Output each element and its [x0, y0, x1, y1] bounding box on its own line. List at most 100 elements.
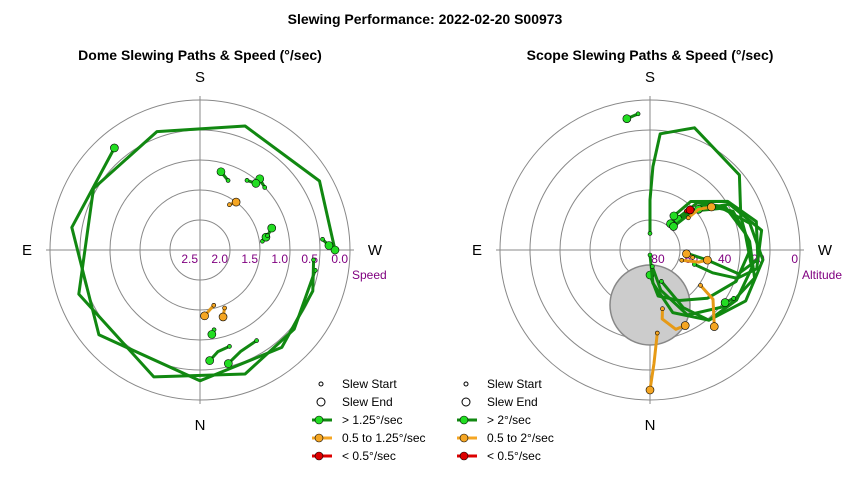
- dome-slew-end: [224, 359, 233, 368]
- scope-legend-start: Slew Start: [487, 377, 542, 391]
- scope-legend-slow-marker: [459, 451, 469, 461]
- dome-cardinal-top: S: [195, 69, 205, 86]
- dome-slew-end: [200, 311, 209, 321]
- scope-slew-start: [731, 296, 737, 301]
- scope-slew-end: [645, 385, 655, 395]
- dome-slew-start: [244, 178, 250, 183]
- scope-paths: [622, 111, 765, 395]
- figure-title: Slewing Performance: 2022-02-20 S00973: [288, 11, 563, 27]
- scope-slew-end: [622, 114, 632, 123]
- scope-legend-start-marker: [463, 381, 469, 387]
- scope-cardinal-top: S: [645, 69, 655, 86]
- scope-cardinal-right: W: [818, 242, 833, 259]
- dome-slew-start: [222, 305, 227, 311]
- dome-chart-title: Dome Slewing Paths & Speed (°/sec): [78, 47, 322, 63]
- scope-slew-start: [659, 279, 664, 284]
- dome-legend-start: Slew Start: [342, 377, 397, 391]
- dome-tick-label: 1.0: [271, 252, 288, 266]
- scope-legend-end-marker: [461, 397, 471, 407]
- scope-legend-mid-marker: [459, 433, 469, 443]
- dome-tick-label: 1.5: [241, 252, 258, 266]
- dome-legend: Slew Start Slew End > 1.25°/sec 0.5 to 1…: [312, 377, 426, 463]
- scope-slew-path: [660, 206, 765, 322]
- scope-slew-end: [709, 322, 719, 331]
- scope-slew-start: [660, 306, 665, 311]
- dome-radial-label: Speed: [352, 268, 387, 282]
- scope-slew-end: [685, 205, 695, 215]
- dome-slew-start: [254, 338, 259, 343]
- dome-slew-start: [211, 303, 217, 308]
- scope-tick-label: 40: [718, 252, 732, 266]
- dome-polar-chart: Dome Slewing Paths & Speed (°/sec) S N E…: [22, 47, 387, 434]
- dome-slew-start: [262, 185, 268, 190]
- dome-slew-end: [216, 167, 226, 177]
- scope-slew-path: [672, 199, 760, 276]
- dome-grid: [46, 96, 354, 404]
- scope-legend-fast-marker: [459, 415, 469, 425]
- dome-legend-slow-marker: [314, 451, 324, 461]
- dome-slew-end: [231, 197, 241, 207]
- scope-cardinal-bottom: N: [645, 417, 656, 434]
- dome-legend-start-marker: [318, 381, 324, 387]
- scope-slew-start: [654, 330, 660, 336]
- dome-cardinal-bottom: N: [195, 417, 206, 434]
- dome-slew-end: [110, 143, 119, 153]
- dome-slew-end: [205, 356, 214, 365]
- scope-legend-end: Slew End: [487, 395, 538, 409]
- scope-radial-ticks: 806040200: [651, 252, 798, 266]
- scope-slew-path: [699, 284, 716, 327]
- scope-slew-path: [648, 332, 659, 391]
- dome-slew-end: [218, 312, 228, 322]
- dome-slew-start: [227, 344, 232, 349]
- dome-slew-end: [330, 245, 340, 255]
- scope-slew-start: [698, 283, 703, 288]
- dome-legend-fast: > 1.25°/sec: [342, 413, 403, 427]
- scope-slew-end: [669, 211, 679, 221]
- dome-slew-start: [265, 233, 270, 238]
- scope-chart-title: Scope Slewing Paths & Speed (°/sec): [527, 47, 774, 63]
- dome-legend-fast-marker: [314, 415, 324, 425]
- scope-slew-end: [682, 249, 691, 259]
- dome-slew-start: [311, 257, 316, 263]
- scope-cardinal-left: E: [472, 242, 482, 259]
- scope-slew-end: [707, 202, 716, 212]
- dome-radial-ticks: 2.5 2.0 1.5 1.0 0.5 0.0: [181, 252, 348, 266]
- scope-legend-slow: < 0.5°/sec: [487, 449, 541, 463]
- dome-tick-label: 0.5: [301, 252, 318, 266]
- scope-slew-end: [720, 298, 730, 307]
- scope-slew-start: [690, 255, 695, 260]
- scope-slew-start: [635, 111, 641, 117]
- scope-slew-end: [669, 222, 678, 231]
- dome-slew-end: [324, 241, 334, 250]
- scope-radial-label: Altitude: [802, 268, 842, 282]
- dome-slew-end: [251, 179, 261, 188]
- dome-slew-end: [267, 223, 277, 233]
- scope-slew-end: [703, 255, 712, 265]
- scope-slew-start: [679, 258, 685, 263]
- dome-legend-slow: < 0.5°/sec: [342, 449, 396, 463]
- scope-slew-start: [686, 215, 691, 221]
- dome-slew-path: [227, 339, 258, 365]
- dome-slew-end: [207, 330, 217, 339]
- scope-legend-mid: 0.5 to 2°/sec: [487, 431, 554, 445]
- dome-cardinal-right: W: [368, 242, 383, 259]
- scope-slew-path: [660, 308, 686, 331]
- scope-polar-chart: Scope Slewing Paths & Speed (°/sec) S N …: [472, 47, 842, 434]
- scope-tick-label: 80: [651, 252, 665, 266]
- scope-slew-end: [680, 321, 690, 330]
- scope-slew-start: [650, 264, 655, 269]
- scope-slew-path: [687, 205, 712, 220]
- scope-tick-label: 0: [791, 252, 798, 266]
- dome-legend-end: Slew End: [342, 395, 393, 409]
- dome-tick-label: 2.0: [211, 252, 228, 266]
- dome-slew-path: [70, 147, 316, 383]
- dome-slew-start: [225, 178, 231, 183]
- dome-legend-mid: 0.5 to 1.25°/sec: [342, 431, 426, 445]
- scope-slew-start: [647, 231, 653, 236]
- dome-slew-start: [227, 202, 232, 208]
- scope-legend-fast: > 2°/sec: [487, 413, 531, 427]
- dome-legend-end-marker: [316, 397, 326, 407]
- scope-slew-start: [647, 252, 653, 258]
- dome-slew-start: [320, 236, 325, 242]
